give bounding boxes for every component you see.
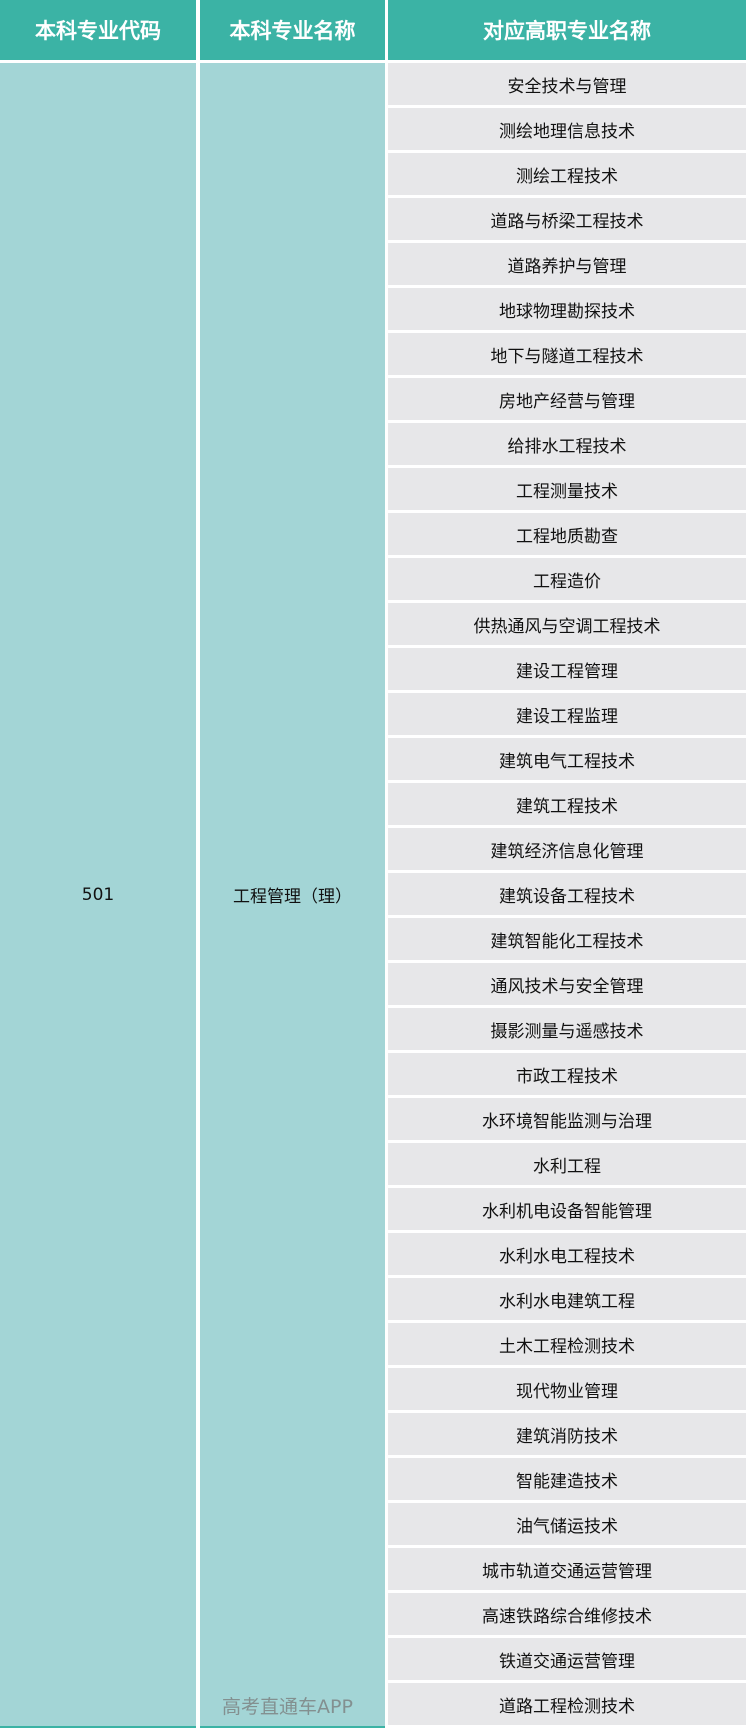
vocational-major-row: 建设工程监理 xyxy=(388,693,746,735)
header-vocational-major: 对应高职专业名称 xyxy=(388,0,746,60)
vocational-major-row: 工程造价 xyxy=(388,558,746,600)
vocational-major-row: 道路养护与管理 xyxy=(388,243,746,285)
vocational-major-row: 供热通风与空调工程技术 xyxy=(388,603,746,645)
vocational-major-row: 建筑经济信息化管理 xyxy=(388,828,746,870)
vocational-major-row: 工程测量技术 xyxy=(388,468,746,510)
vocational-major-row: 道路工程检测技术 xyxy=(388,1683,746,1725)
vocational-major-row: 高速铁路综合维修技术 xyxy=(388,1593,746,1635)
vocational-major-row: 给排水工程技术 xyxy=(388,423,746,465)
vocational-major-row: 建筑电气工程技术 xyxy=(388,738,746,780)
vocational-major-row: 水利机电设备智能管理 xyxy=(388,1188,746,1230)
vocational-major-row: 油气储运技术 xyxy=(388,1503,746,1545)
vocational-major-row: 房地产经营与管理 xyxy=(388,378,746,420)
vocational-major-row: 地球物理勘探技术 xyxy=(388,288,746,330)
vocational-major-row: 土木工程检测技术 xyxy=(388,1323,746,1365)
header-major-name: 本科专业名称 xyxy=(200,0,385,60)
vocational-major-row: 建筑工程技术 xyxy=(388,783,746,825)
vocational-major-row: 建筑设备工程技术 xyxy=(388,873,746,915)
header-major-code: 本科专业代码 xyxy=(0,0,196,60)
vocational-major-row: 水环境智能监测与治理 xyxy=(388,1098,746,1140)
vocational-major-list: 安全技术与管理 测绘地理信息技术 测绘工程技术 道路与桥梁工程技术 道路养护与管理 地球物… xyxy=(388,63,746,1728)
vocational-major-row: 工程地质勘查 xyxy=(388,513,746,555)
watermark: 高考直通车APP xyxy=(222,1696,353,1718)
vocational-major-row: 建筑消防技术 xyxy=(388,1413,746,1455)
vocational-major-row: 道路与桥梁工程技术 xyxy=(388,198,746,240)
vocational-major-row: 通风技术与安全管理 xyxy=(388,963,746,1005)
vocational-major-row: 铁道交通运营管理 xyxy=(388,1638,746,1680)
vocational-major-row: 水利工程 xyxy=(388,1143,746,1185)
vocational-major-row: 现代物业管理 xyxy=(388,1368,746,1410)
vocational-major-row: 智能建造技术 xyxy=(388,1458,746,1500)
vocational-major-row: 测绘工程技术 xyxy=(388,153,746,195)
vocational-major-row: 测绘地理信息技术 xyxy=(388,108,746,150)
vocational-major-row: 水利水电建筑工程 xyxy=(388,1278,746,1320)
vocational-major-row: 市政工程技术 xyxy=(388,1053,746,1095)
vocational-major-row: 城市轨道交通运营管理 xyxy=(388,1548,746,1590)
vocational-major-row: 安全技术与管理 xyxy=(388,63,746,105)
major-code-cell: 501 xyxy=(0,63,196,1728)
vocational-major-row: 建筑智能化工程技术 xyxy=(388,918,746,960)
vocational-major-row: 地下与隧道工程技术 xyxy=(388,333,746,375)
vocational-major-row: 摄影测量与遥感技术 xyxy=(388,1008,746,1050)
major-name-cell: 工程管理（理） xyxy=(200,63,385,1728)
vocational-major-row: 水利水电工程技术 xyxy=(388,1233,746,1275)
vocational-major-row: 建设工程管理 xyxy=(388,648,746,690)
